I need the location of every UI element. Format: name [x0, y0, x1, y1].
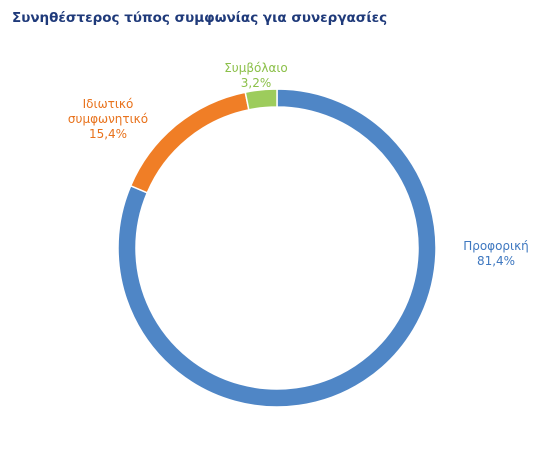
- label-symvolaio: Συμβόλαιο 3,2%: [224, 61, 288, 90]
- slice-proforiki: [117, 88, 437, 408]
- slice-symvolaio: [244, 88, 278, 111]
- label-proforiki: Προφορική 81,4%: [463, 239, 529, 268]
- slice-idiotiko-symfonitiko: [129, 91, 250, 194]
- label-idiotiko-symfonitiko: Ιδιωτικό συμφωνητικό 15,4%: [68, 97, 148, 141]
- chart-title: Συνηθέστερος τύπος συμφωνίας για συνεργα…: [12, 10, 388, 26]
